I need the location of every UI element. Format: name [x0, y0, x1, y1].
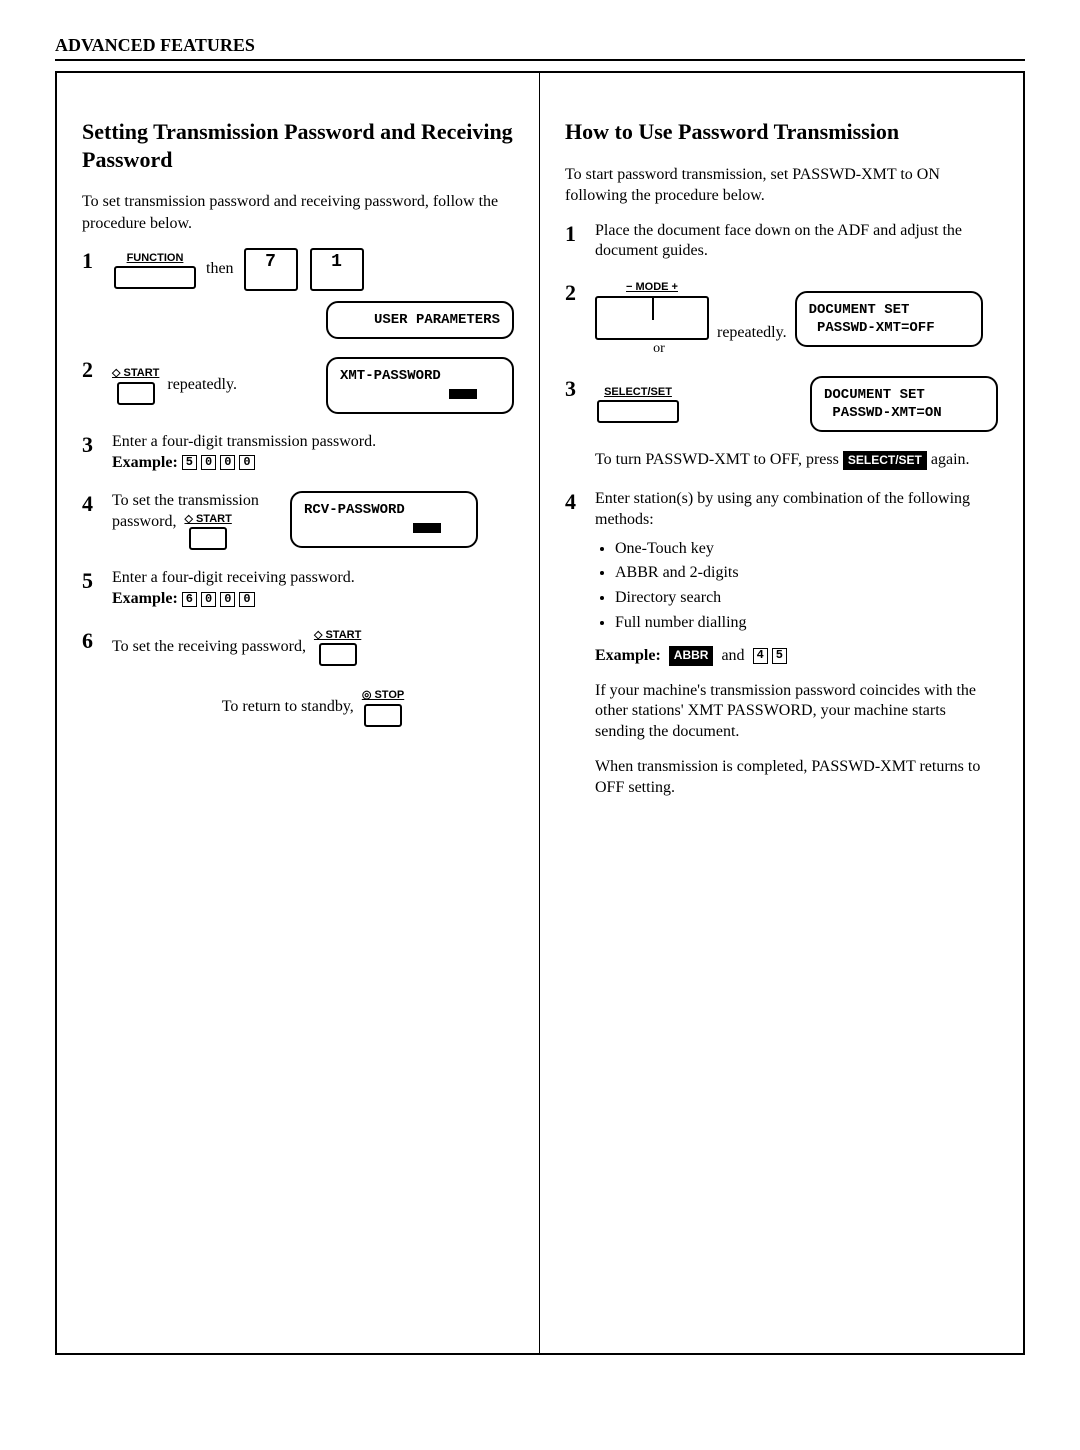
then-text: then — [206, 259, 234, 280]
right-step-1: 1 Place the document face down on the AD… — [565, 221, 998, 263]
mode-label: − MODE + — [595, 280, 709, 294]
lcd-doc-set-off: DOCUMENT SET PASSWD-XMT=OFF — [795, 291, 983, 347]
select-set-label: SELECT/SET — [595, 385, 681, 399]
digit: 0 — [201, 592, 216, 607]
note-text: again. — [931, 451, 970, 468]
note-text: To turn PASSWD-XMT to OFF, press — [595, 451, 843, 468]
left-column: Setting Transmission Password and Receiv… — [57, 73, 540, 1353]
select-set-key — [597, 400, 679, 423]
methods-list: One-Touch key ABBR and 2-digits Director… — [595, 539, 998, 634]
step-number: 5 — [82, 570, 112, 592]
right-title: How to Use Password Transmission — [565, 118, 998, 146]
page-frame: Setting Transmission Password and Receiv… — [55, 71, 1025, 1355]
key-7: 7 — [244, 248, 298, 291]
step4-text: Enter station(s) by using any combinatio… — [595, 489, 998, 531]
list-item: One-Touch key — [615, 539, 998, 560]
lcd-doc-set-on: DOCUMENT SET PASSWD-XMT=ON — [810, 376, 998, 432]
step-number: 1 — [565, 223, 595, 245]
step-number: 3 — [82, 434, 112, 456]
example-label: Example: — [112, 590, 178, 607]
page-header: ADVANCED FEATURES — [55, 35, 1025, 61]
digit: 4 — [753, 648, 768, 663]
digit: 5 — [182, 455, 197, 470]
lcd-user-parameters: USER PARAMETERS — [326, 301, 514, 339]
example-label: Example: — [112, 454, 178, 471]
step-number: 2 — [82, 359, 112, 381]
abbr-key: ABBR — [669, 646, 714, 666]
left-intro: To set transmission password and receivi… — [82, 191, 514, 234]
lcd-rcv-password: RCV-PASSWORD — [290, 491, 478, 547]
step-number: 3 — [565, 378, 595, 400]
digit: 5 — [772, 648, 787, 663]
step-number: 1 — [82, 250, 112, 272]
right-step-2: 2 − MODE + xxor repeatedly. DOCUMENT SET… — [565, 280, 998, 357]
step-number: 2 — [565, 282, 595, 304]
example-label: Example: — [595, 647, 661, 664]
list-item: ABBR and 2-digits — [615, 563, 998, 584]
digit: 6 — [182, 592, 197, 607]
select-set-inverse: SELECT/SET — [843, 451, 927, 471]
step-number: 4 — [565, 491, 595, 513]
left-step-4: 4 To set the transmission password, ◇ ST… — [82, 491, 514, 550]
right-column: How to Use Password Transmission To star… — [540, 73, 1023, 1353]
key-1: 1 — [310, 248, 364, 291]
lcd-xmt-password: XMT-PASSWORD — [326, 357, 514, 413]
step5-text: Enter a four-digit receiving password. — [112, 569, 355, 586]
left-step-2: 2 ◇ START repeatedly. XMT-PASSWORD — [82, 357, 514, 413]
step1-text: Place the document face down on the ADF … — [595, 221, 998, 263]
step3-text: Enter a four-digit transmission password… — [112, 433, 376, 450]
digit: 0 — [220, 455, 235, 470]
function-label: FUNCTION — [112, 251, 198, 265]
start-key — [117, 382, 155, 405]
stop-label: ◎ STOP — [362, 688, 404, 702]
right-step-4: 4 Enter station(s) by using any combinat… — [565, 489, 998, 799]
start-key — [319, 643, 357, 666]
start-key — [189, 527, 227, 550]
function-key — [114, 266, 196, 289]
step-number: 4 — [82, 493, 112, 515]
left-title: Setting Transmission Password and Receiv… — [82, 118, 514, 173]
repeatedly-text: repeatedly. — [167, 375, 237, 396]
left-step-1: 1 FUNCTION then 7 1 USER PARAMETERS — [82, 248, 514, 339]
left-step-3: 3 Enter a four-digit transmission passwo… — [82, 432, 514, 474]
digit: 0 — [220, 592, 235, 607]
stop-key — [364, 704, 402, 727]
start-label: ◇ START — [184, 512, 231, 526]
standby-text: To return to standby, — [222, 697, 354, 718]
para1: If your machine's transmission password … — [595, 681, 998, 743]
para2: When transmission is completed, PASSWD-X… — [595, 757, 998, 799]
mode-key — [595, 296, 709, 340]
right-step-3: 3 SELECT/SET DOCUMENT SET PASSWD-XMT=ON … — [565, 376, 998, 471]
right-intro: To start password transmission, set PASS… — [565, 164, 998, 207]
step-number: 6 — [82, 630, 112, 652]
left-step-5: 5 Enter a four-digit receiving password.… — [82, 568, 514, 610]
repeatedly-text: repeatedly. — [717, 323, 787, 344]
digit: 0 — [239, 455, 254, 470]
list-item: Directory search — [615, 588, 998, 609]
left-step-6: 6 To set the receiving password, ◇ START… — [82, 628, 514, 727]
start-label: ◇ START — [112, 366, 159, 380]
digit: 0 — [239, 592, 254, 607]
digit: 0 — [201, 455, 216, 470]
start-label: ◇ START — [314, 628, 361, 642]
and-text: and — [721, 647, 744, 664]
list-item: Full number dialling — [615, 613, 998, 634]
step6-text: To set the receiving password, — [112, 637, 306, 658]
